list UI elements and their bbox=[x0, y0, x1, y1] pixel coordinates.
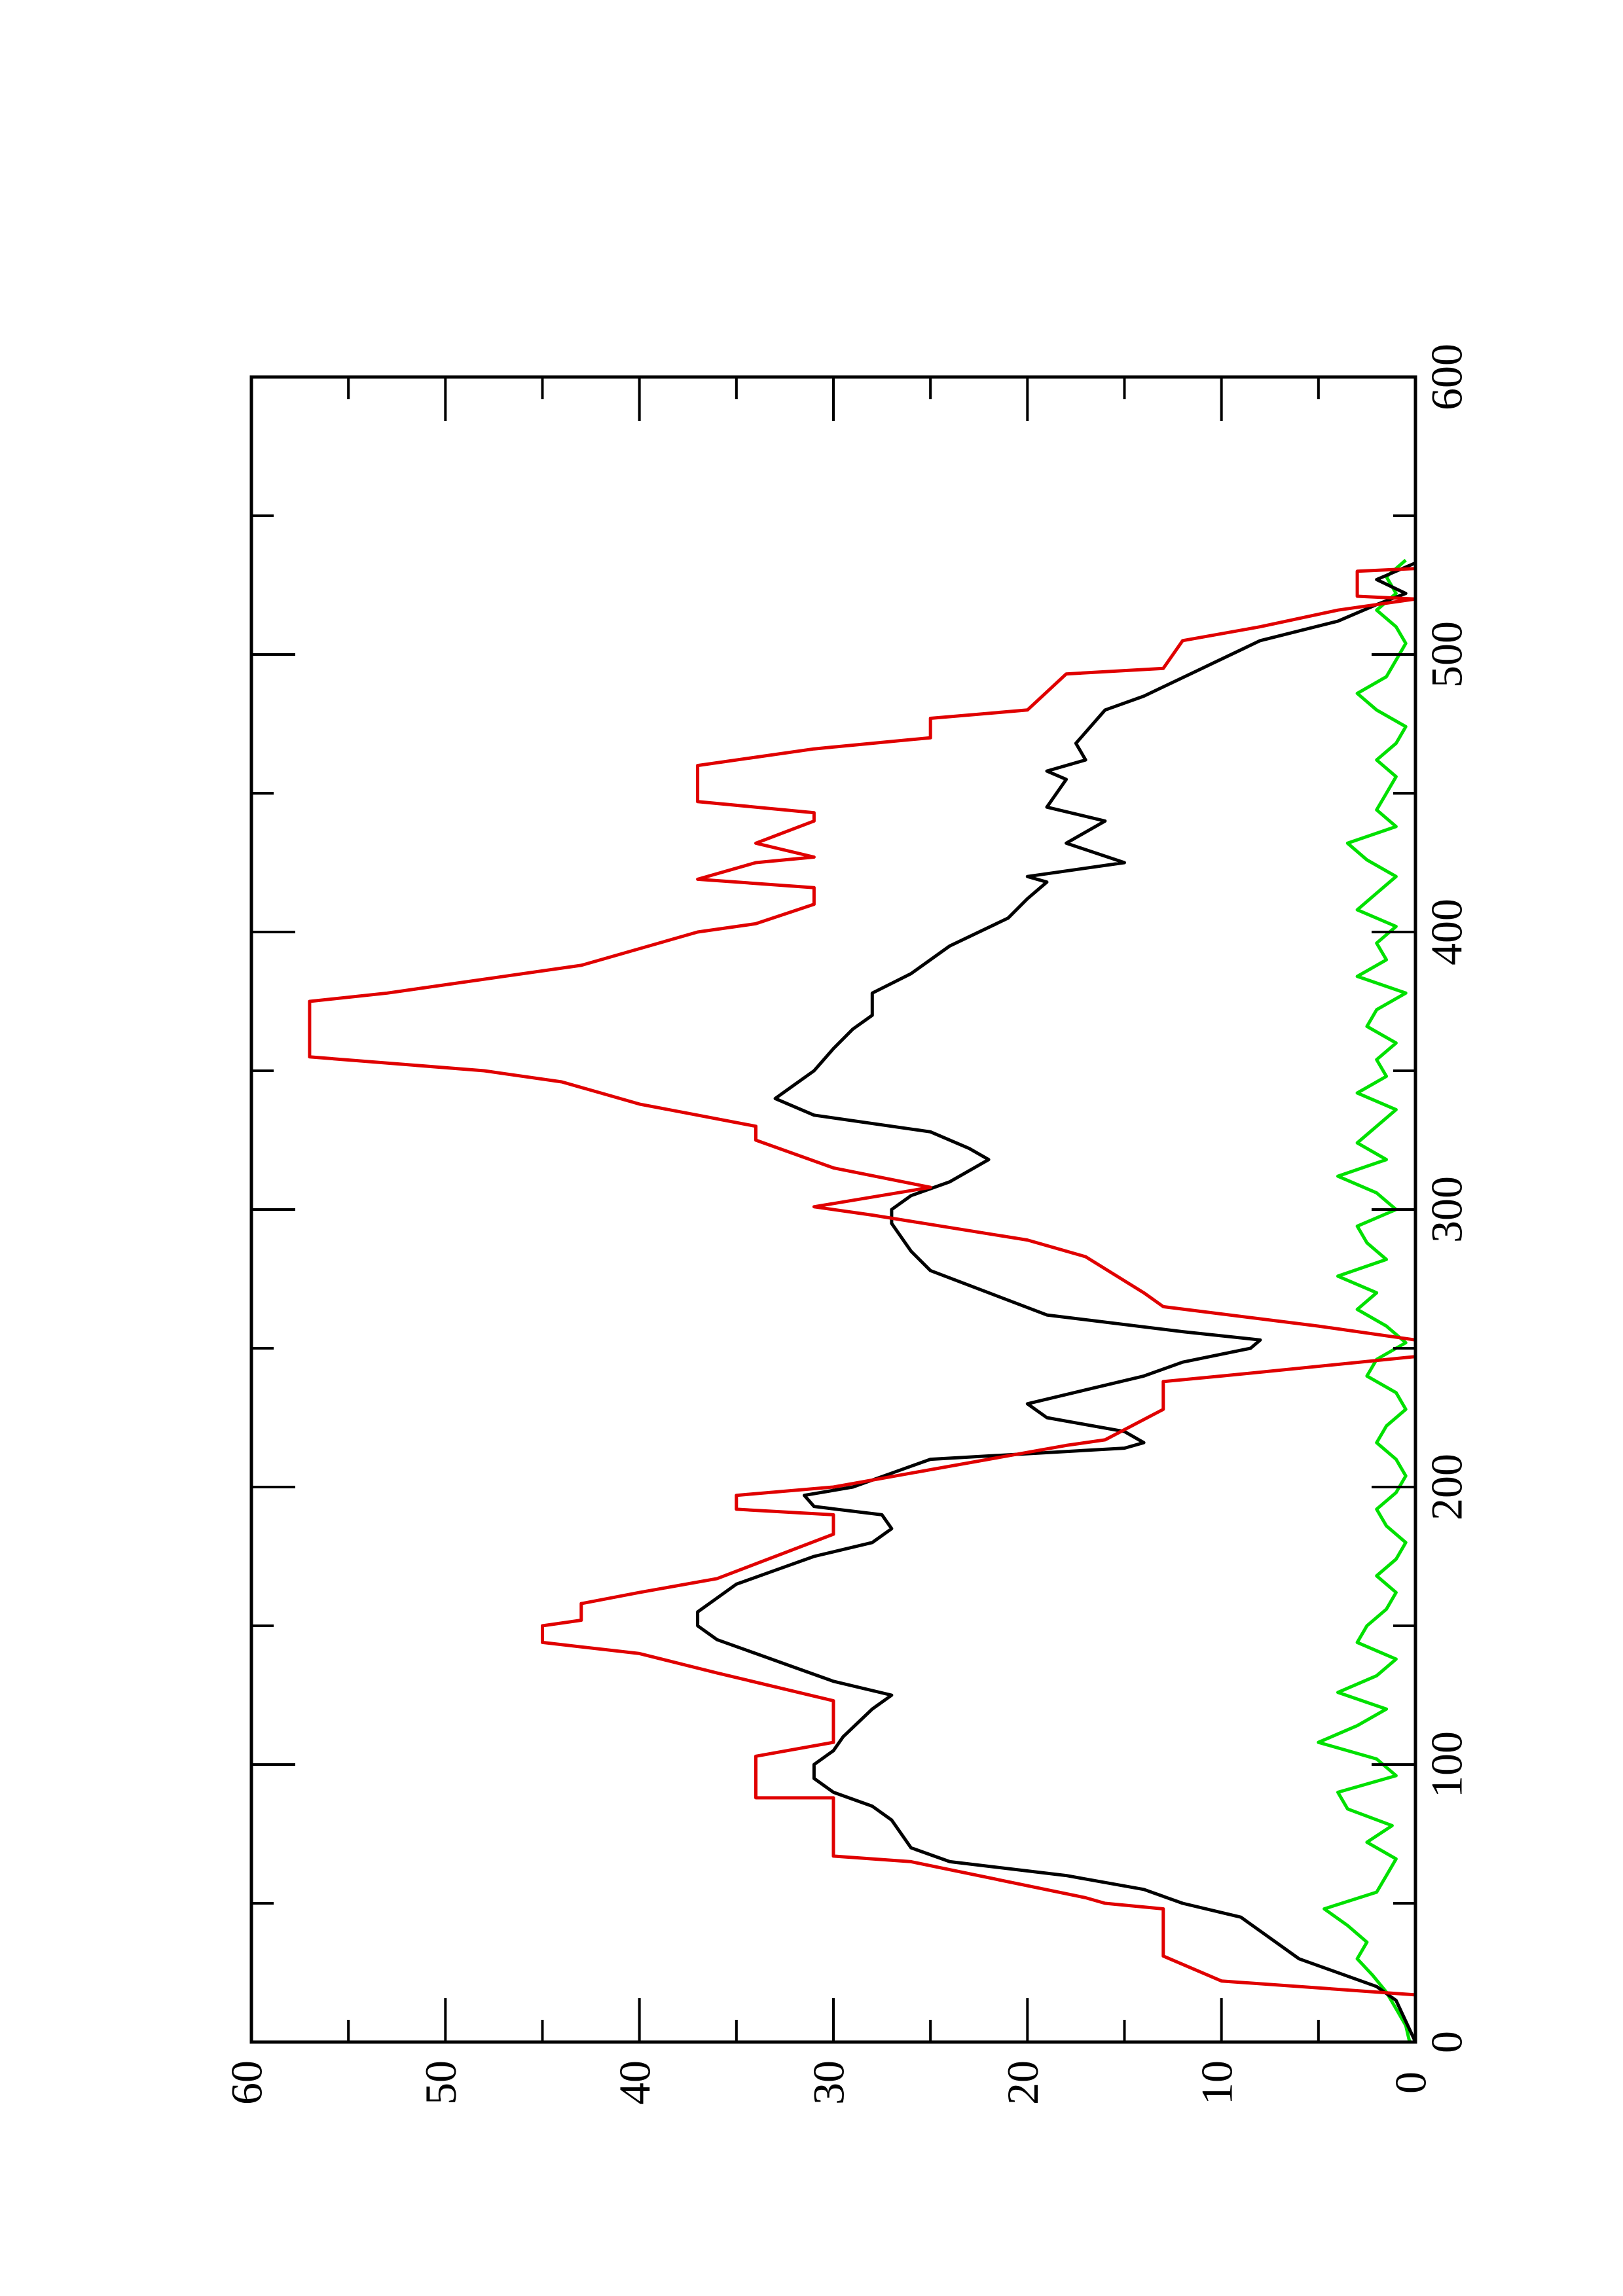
y-tick-label: 40 bbox=[610, 2060, 659, 2105]
y-tick-label: 30 bbox=[804, 2060, 854, 2105]
x-tick-label: 200 bbox=[1422, 1454, 1472, 1520]
x-tick-label: 400 bbox=[1422, 899, 1472, 965]
data-line bbox=[1317, 558, 1412, 2043]
data-line bbox=[696, 561, 1417, 2043]
x-tick-label: 0 bbox=[1422, 2031, 1472, 2053]
x-tick-label: 100 bbox=[1422, 1731, 1472, 1798]
x-tick-label: 500 bbox=[1422, 621, 1472, 688]
x-tick-label: 300 bbox=[1422, 1176, 1472, 1243]
y-tick-label: 10 bbox=[1192, 2060, 1241, 2105]
y-tick-label: 50 bbox=[416, 2060, 465, 2105]
data-line bbox=[308, 563, 1417, 2042]
y-tick-label: 60 bbox=[222, 2060, 272, 2105]
y-tick-label: 0 bbox=[1386, 2072, 1436, 2094]
x-tick-label: 600 bbox=[1422, 344, 1472, 410]
y-tick-label: 20 bbox=[998, 2060, 1048, 2105]
